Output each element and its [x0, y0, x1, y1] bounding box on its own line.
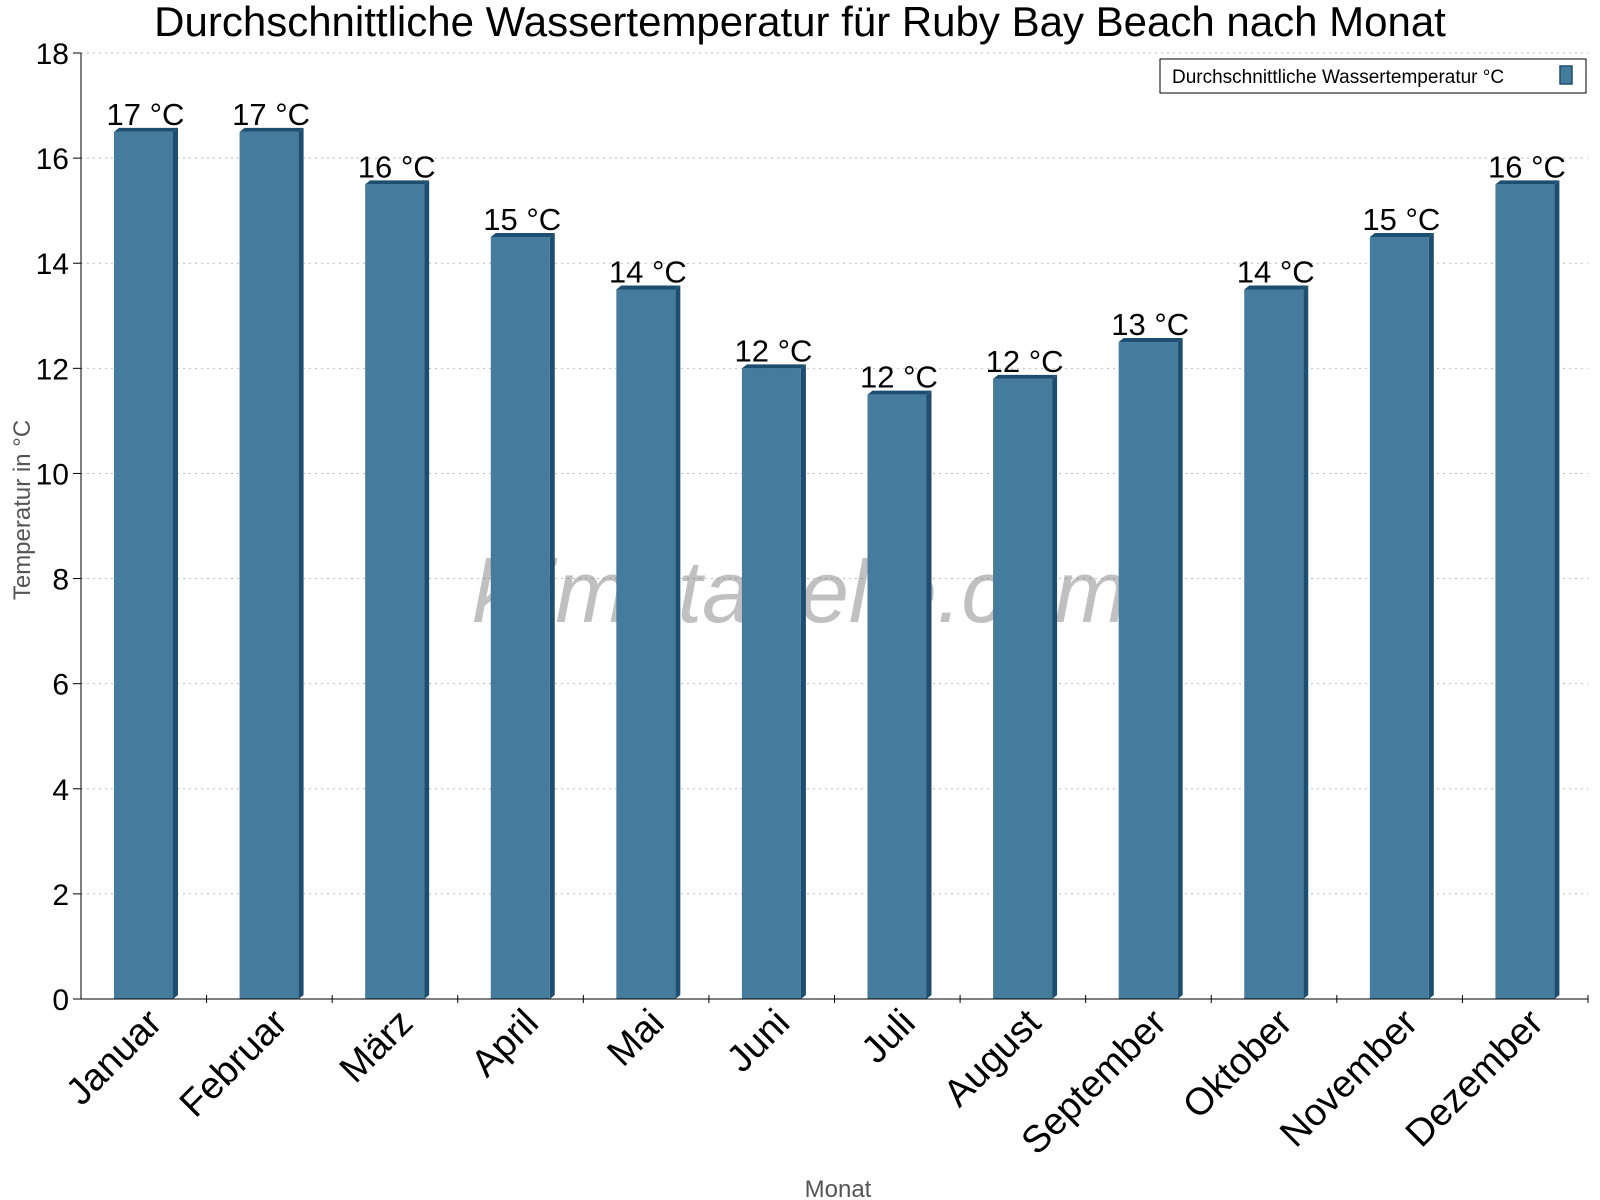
x-category-label: Oktober — [1175, 1001, 1301, 1127]
bar-side — [1303, 285, 1309, 999]
y-tick-label: 16 — [36, 143, 69, 176]
bar — [1369, 236, 1429, 999]
bar-group: 12 °C — [860, 360, 938, 1000]
bar — [365, 184, 425, 999]
legend-swatch — [1559, 65, 1573, 85]
bar — [1118, 342, 1178, 999]
bar — [1244, 289, 1304, 999]
bar-group: 17 °C — [232, 97, 310, 1000]
x-category-label: Mai — [599, 1002, 672, 1075]
data-label: 17 °C — [107, 97, 185, 132]
y-tick-label: 10 — [36, 458, 69, 491]
y-tick-label: 12 — [36, 353, 69, 386]
bar-top — [239, 127, 304, 132]
gridlines — [81, 52, 1588, 895]
x-category-label: Dezember — [1398, 1001, 1552, 1155]
y-tick-label: 4 — [52, 774, 69, 807]
bar — [741, 368, 801, 999]
data-label: 14 °C — [609, 255, 687, 290]
bar-side — [1428, 232, 1434, 999]
data-label: 15 °C — [1362, 202, 1440, 237]
data-label: 15 °C — [483, 202, 561, 237]
legend-box — [1159, 58, 1587, 94]
y-tick-label: 0 — [52, 984, 69, 1017]
bar-side — [1554, 180, 1560, 999]
bar-group: 12 °C — [986, 344, 1064, 999]
bar — [867, 394, 927, 1000]
bar-top — [1369, 232, 1434, 237]
data-label: 16 °C — [358, 149, 436, 184]
bar-group: 14 °C — [609, 255, 687, 999]
bar-top — [993, 374, 1058, 379]
data-label: 13 °C — [1111, 307, 1189, 342]
bar — [490, 236, 550, 999]
bar-top — [1244, 285, 1309, 290]
bar-top — [490, 232, 555, 237]
bar — [616, 289, 676, 999]
bar-top — [365, 180, 430, 185]
data-label: 12 °C — [860, 360, 938, 395]
x-category-label: April — [463, 1002, 546, 1085]
bar — [239, 131, 299, 1000]
bar-group: 16 °C — [1488, 149, 1566, 999]
bar-side — [173, 127, 178, 1000]
data-label: 17 °C — [232, 97, 310, 132]
legend: Durchschnittliche Wassertemperatur °C — [1159, 58, 1587, 94]
x-category-label: Juni — [719, 1002, 798, 1081]
y-tick-label: 6 — [52, 669, 69, 702]
data-label: 16 °C — [1488, 149, 1566, 184]
bar-group: 12 °C — [734, 333, 812, 999]
bar — [993, 378, 1053, 999]
bar-group: 14 °C — [1237, 255, 1315, 999]
x-category-label: August — [936, 1001, 1050, 1115]
bar-top — [616, 285, 681, 290]
x-category-label: März — [332, 1002, 421, 1091]
bar-top — [114, 127, 178, 132]
y-tick-label: 18 — [36, 38, 69, 71]
bar-side — [675, 285, 681, 999]
bar-group: 15 °C — [1362, 202, 1440, 999]
bar-top — [1495, 180, 1560, 185]
data-label: 12 °C — [734, 333, 812, 368]
bar-side — [298, 127, 304, 1000]
legend-label: Durchschnittliche Wassertemperatur °C — [1172, 67, 1504, 88]
y-tick-label: 8 — [52, 564, 69, 597]
bars: 17 °C 17 °C 16 °C 15 °C 14 °C 12 °C 12 °C 12 °C… — [107, 97, 1566, 1000]
bar-side — [926, 390, 932, 1000]
bar-top — [1118, 338, 1183, 343]
bar-side — [549, 232, 555, 999]
bar-side — [1177, 338, 1183, 999]
x-category-label: Januar — [58, 1001, 170, 1113]
bar-group: 13 °C — [1111, 307, 1189, 999]
bar — [114, 131, 173, 1000]
bar-group: 16 °C — [358, 149, 436, 999]
y-axis-title: Temperatur in °C — [9, 420, 36, 600]
bar-group: 17 °C — [107, 97, 185, 1000]
x-axis-title: Monat — [805, 1176, 872, 1200]
bar-group: 15 °C — [483, 202, 561, 999]
bar-top — [867, 390, 932, 395]
y-tick-label: 2 — [52, 879, 69, 912]
bar-side — [800, 364, 806, 999]
bar-side — [424, 180, 430, 999]
bar-top — [741, 364, 806, 369]
data-label: 14 °C — [1237, 255, 1315, 290]
bar-side — [1052, 374, 1058, 999]
chart-title: Durchschnittliche Wassertemperatur für R… — [154, 0, 1446, 45]
x-category-label: Juli — [854, 1002, 924, 1072]
x-category-label: Februar — [172, 1001, 296, 1125]
y-tick-label: 14 — [36, 248, 69, 281]
data-label: 12 °C — [986, 344, 1064, 379]
bar — [1495, 184, 1555, 999]
